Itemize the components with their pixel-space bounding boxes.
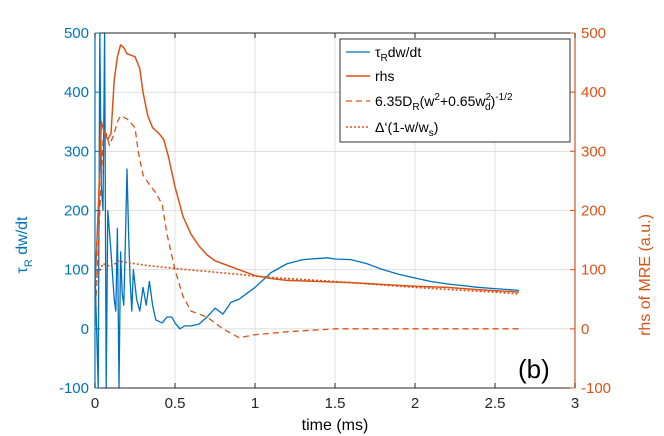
y-tick-label-left: 500 [64,25,89,42]
series-line-0 [94,32,520,389]
y-tick-label-left: 200 [64,203,89,220]
y-tick-label-left: -100 [59,380,89,397]
y-tick-label-left: 100 [64,262,89,279]
panel-label: (b) [518,354,550,384]
y-tick-label-right: 300 [581,143,606,160]
legend-box [339,38,571,143]
y-axis-label-left: τR dw/dt [14,216,35,274]
axes: 0 0.5 1 1.5 2 2.5 3-1000100200300400500-100010… [59,25,611,412]
y-tick-label-right: 400 [581,84,606,101]
y-tick-label-right: 100 [581,262,606,279]
y-tick-label-right: 500 [581,25,606,42]
x-tick-label: 1.5 [325,395,346,412]
x-tick-label: 3 [571,395,579,412]
series-layer [94,32,520,389]
y-tick-label-right: 200 [581,203,606,220]
x-axis-label: time (ms) [302,417,369,434]
x-tick-label: 2.5 [485,395,506,412]
y-tick-label-right: 0 [581,321,589,338]
legend-label-dotted: Δ‘(1-w/ws) [375,119,438,139]
x-tick-label: 1 [251,395,259,412]
legend: τRdw/dt rhs 6.35DR(w2+0.65w2 d)-1/2 Δ‘(1-… [339,38,571,143]
legend-label-dashed: 6.35DR(w2+0.65w2 d)-1/2 [375,92,513,113]
y-tick-label-left: 400 [64,84,89,101]
legend-label-rhs: rhs [375,68,394,84]
x-tick-label: 2 [411,395,419,412]
y-tick-label-right: -100 [581,380,611,397]
y-axis-label-right: rhs of MRE (a.u.) [637,214,654,336]
y-tick-label-left: 0 [81,321,89,338]
x-tick-label: 0.5 [165,395,186,412]
y-tick-label-left: 300 [64,143,89,160]
x-tick-label: 0 [91,395,99,412]
